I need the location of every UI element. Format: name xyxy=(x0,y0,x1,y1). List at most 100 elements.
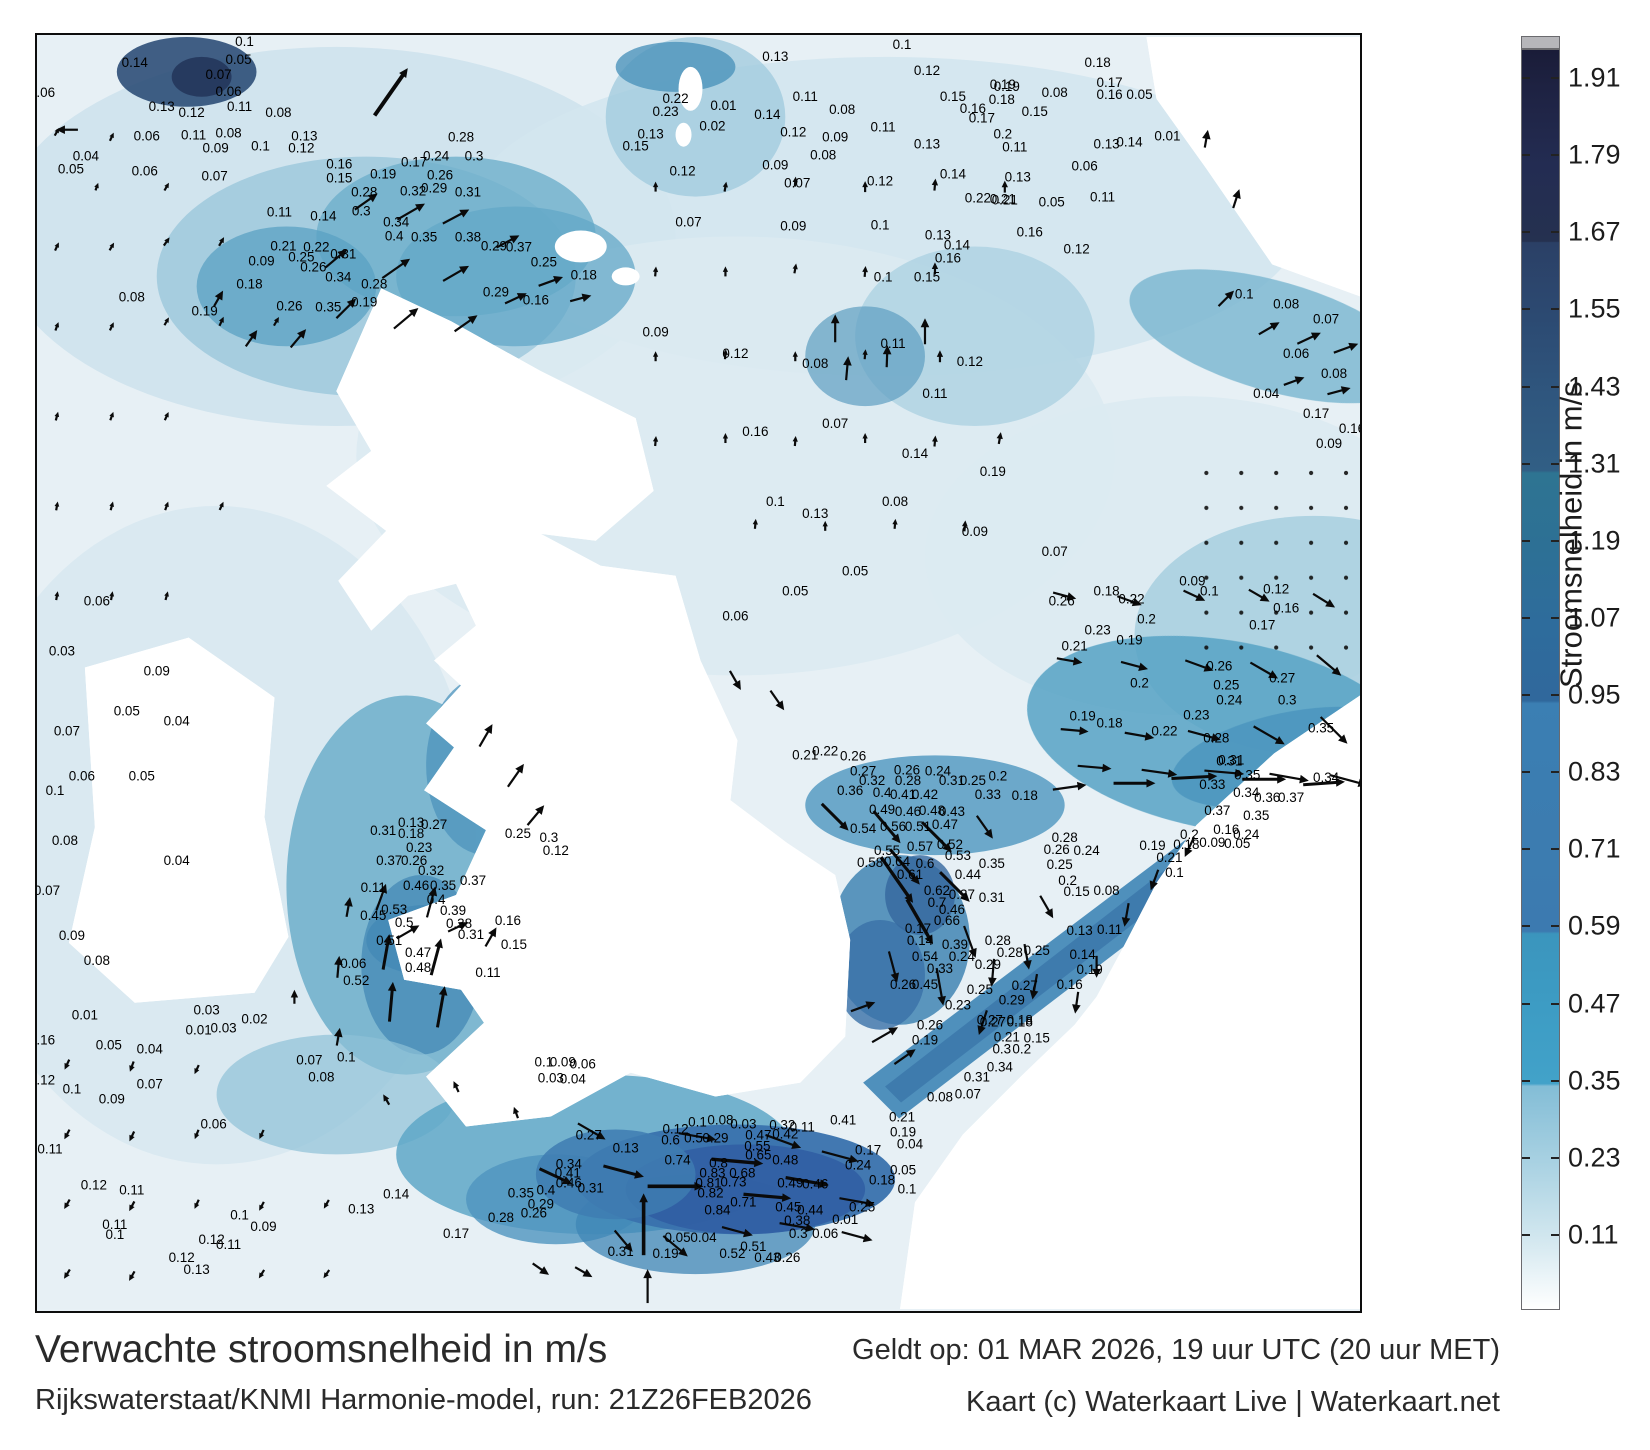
colorbar-tick-label: 0.35 xyxy=(1568,1065,1621,1096)
velocity-value: 0.33 xyxy=(975,787,1001,802)
velocity-value: 0.29 xyxy=(421,181,447,196)
velocity-value: 0.08 xyxy=(707,1112,733,1127)
velocity-value: 0.45 xyxy=(912,977,938,992)
velocity-value: 0.13 xyxy=(1005,170,1031,185)
velocity-value: 0.35 xyxy=(430,878,456,893)
velocity-value: 0.09 xyxy=(203,141,229,156)
velocity-value: 0.23 xyxy=(1085,623,1111,638)
velocity-value: 0.21 xyxy=(792,747,818,762)
velocity-value: 0.39 xyxy=(942,937,968,952)
velocity-value: 0.15 xyxy=(914,269,940,284)
velocity-value: 0.27 xyxy=(980,1015,1006,1030)
velocity-value: 0.41 xyxy=(830,1112,856,1127)
velocity-value: 0.07 xyxy=(202,169,228,184)
velocity-value: 0.26 xyxy=(276,298,302,313)
velocity-value: 0.11 xyxy=(119,1182,144,1197)
velocity-value: 0.26 xyxy=(1044,842,1070,857)
velocity-value: 0.06 xyxy=(69,768,95,783)
velocity-value: 0.14 xyxy=(902,446,929,461)
velocity-value: 0.7 xyxy=(928,895,947,910)
velocity-value: 0.21 xyxy=(889,1109,915,1124)
velocity-value: 0.14 xyxy=(383,1186,410,1201)
velocity-value: 0.29 xyxy=(702,1130,728,1145)
velocity-value: 0.16 xyxy=(1057,977,1083,992)
velocity-value: 0.64 xyxy=(884,854,911,869)
velocity-value: 0.1 xyxy=(893,37,912,52)
velocity-value: 0.07 xyxy=(37,883,60,898)
velocity-value: 0.26 xyxy=(521,1205,547,1220)
velocity-value: 0.02 xyxy=(699,119,725,134)
colorbar-tick-label: 0.11 xyxy=(1568,1219,1619,1250)
velocity-value: 0.12 xyxy=(1064,241,1090,256)
velocity-value: 0.42 xyxy=(912,787,938,802)
velocity-value: 0.46 xyxy=(403,878,429,893)
colorbar-tick-label: 1.31 xyxy=(1568,448,1621,479)
velocity-value: 0.08 xyxy=(119,289,145,304)
velocity-value: 0.07 xyxy=(1313,311,1339,326)
velocity-value: 0.05 xyxy=(782,584,808,599)
colorbar-tick-label: 0.23 xyxy=(1568,1142,1621,1173)
velocity-value: 0.31 xyxy=(979,890,1005,905)
velocity-value: 0.13 xyxy=(348,1201,374,1216)
velocity-value: 0.41 xyxy=(890,787,916,802)
velocity-value: 0.3 xyxy=(352,204,371,219)
velocity-value: 0.01 xyxy=(710,98,736,113)
velocity-value: 0.51 xyxy=(740,1239,766,1254)
velocity-value: 0.06 xyxy=(215,84,241,99)
velocity-value: 0.11 xyxy=(227,99,252,114)
velocity-value: 0.09 xyxy=(1316,436,1342,451)
velocity-value: 0.05 xyxy=(1126,87,1152,102)
velocity-value: 0.14 xyxy=(944,237,971,252)
velocity-value: 0.74 xyxy=(664,1152,691,1167)
velocity-value: 0.31 xyxy=(964,1070,990,1085)
velocity-value: 0.37 xyxy=(1204,803,1230,818)
velocity-value: 0.13 xyxy=(149,99,175,114)
velocity-value: 0.4 xyxy=(385,228,404,243)
velocity-value: 0.19 xyxy=(1070,708,1096,723)
velocity-value: 0.19 xyxy=(351,294,377,309)
velocity-value: 0.1 xyxy=(898,1181,917,1196)
map-title: Verwachte stroomsnelheid in m/s xyxy=(35,1328,608,1371)
velocity-value: 0.14 xyxy=(907,933,934,948)
velocity-value: 0.5 xyxy=(684,1130,703,1145)
velocity-value: 0.05 xyxy=(58,162,84,177)
velocity-value: 0.82 xyxy=(697,1185,723,1200)
velocity-value: 0.25 xyxy=(1047,857,1073,872)
velocity-value: 0.17 xyxy=(443,1226,469,1241)
velocity-value: 0.12 xyxy=(1263,582,1289,597)
velocity-value: 0.13 xyxy=(184,1262,210,1277)
velocity-value: 0.22 xyxy=(662,91,688,106)
velocity-value: 0.43 xyxy=(939,804,965,819)
velocity-value: 0.35 xyxy=(1308,720,1334,735)
velocity-value: 0.13 xyxy=(762,49,788,64)
velocity-value: 0.43 xyxy=(754,1250,780,1265)
velocity-value: 0.38 xyxy=(455,229,481,244)
velocity-value: 0.2 xyxy=(1180,827,1199,842)
velocity-value: 0.04 xyxy=(1253,386,1280,401)
velocity-value: 0.51 xyxy=(905,819,931,834)
colorbar-tick-label: 0.83 xyxy=(1568,756,1621,787)
velocity-value: 0.13 xyxy=(1093,137,1119,152)
velocity-value: 0.33 xyxy=(1199,777,1225,792)
velocity-value: 0.09 xyxy=(643,324,669,339)
velocity-value: 0.12 xyxy=(722,346,748,361)
velocity-value: 0.56 xyxy=(880,819,906,834)
velocity-value: 0.14 xyxy=(122,55,149,70)
valid-time-label: Geldt op: 01 MAR 2026, 19 uur UTC (20 uu… xyxy=(852,1334,1500,1366)
velocity-value: 0.27 xyxy=(1012,978,1038,993)
velocity-value: 0.05 xyxy=(1224,836,1250,851)
velocity-value: 0.19 xyxy=(990,77,1016,92)
velocity-value: 0.52 xyxy=(343,973,369,988)
colorbar-tick-label: 0.59 xyxy=(1568,910,1621,941)
velocity-value: 0.03 xyxy=(194,1003,220,1018)
velocity-value: 0.55 xyxy=(874,843,900,858)
velocity-value: 0.08 xyxy=(1273,296,1299,311)
velocity-value: 0.06 xyxy=(722,609,748,624)
velocity-value: 0.29 xyxy=(999,993,1025,1008)
velocity-value: 0.07 xyxy=(137,1077,163,1092)
velocity-value: 0.48 xyxy=(405,960,431,975)
velocity-value: 0.04 xyxy=(137,1042,164,1057)
velocity-value: 0.45 xyxy=(775,1199,801,1214)
colorbar-tick-label: 0.47 xyxy=(1568,988,1621,1019)
velocity-value: 0.13 xyxy=(613,1140,639,1155)
